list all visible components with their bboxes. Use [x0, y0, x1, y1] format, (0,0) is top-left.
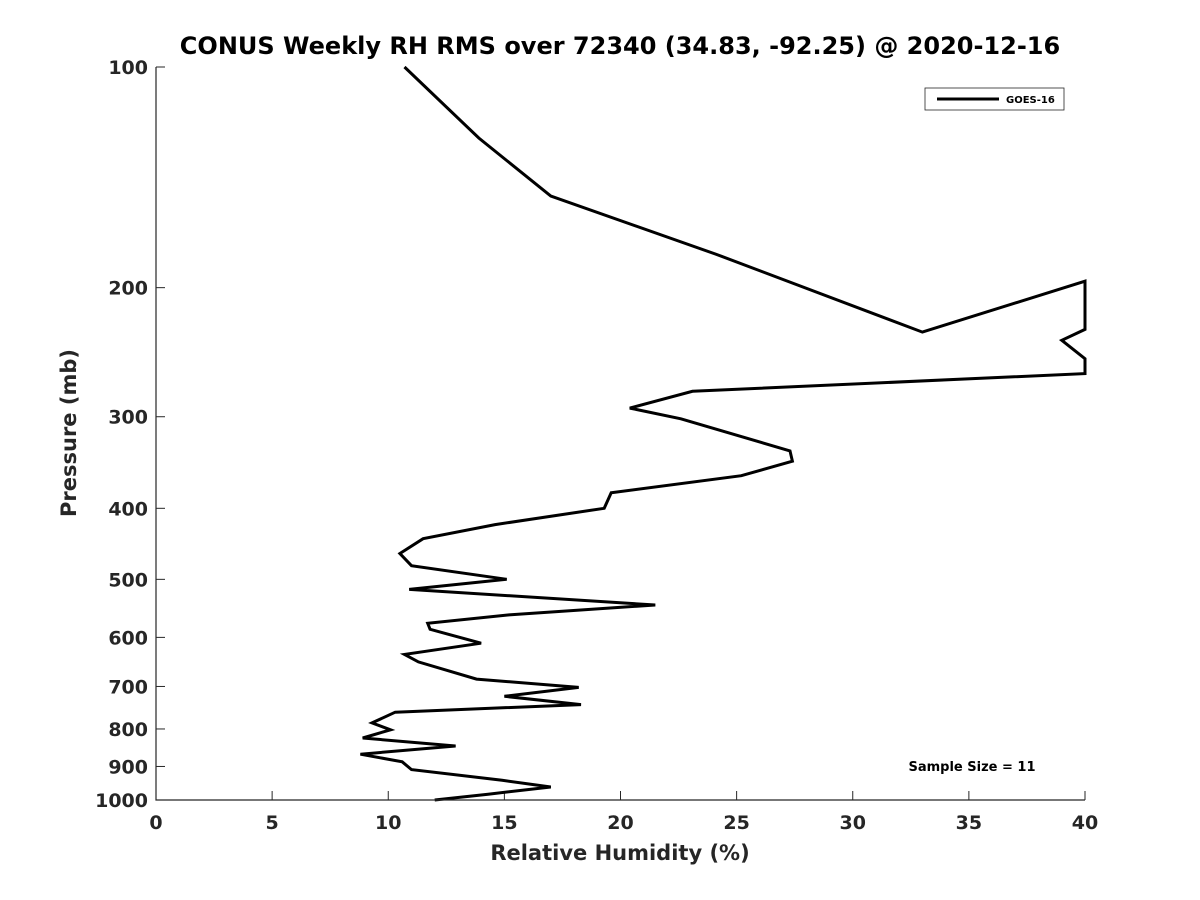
sample-size-annotation: Sample Size = 11	[908, 760, 1035, 775]
x-tick-label: 0	[149, 812, 162, 834]
y-tick-label: 800	[108, 719, 148, 741]
series-layer	[360, 65, 1087, 802]
x-tick-label: 20	[607, 812, 633, 834]
x-tick-label: 5	[266, 812, 279, 834]
legend-label-goes-16: GOES-16	[1006, 95, 1055, 106]
x-tick-label: 30	[840, 812, 866, 834]
series-line-goes-16	[360, 65, 1087, 802]
chart-title: CONUS Weekly RH RMS over 72340 (34.83, -…	[180, 32, 1060, 60]
x-axis-label: Relative Humidity (%)	[490, 841, 749, 865]
legend: GOES-16	[924, 87, 1065, 111]
y-axis-label: Pressure (mb)	[57, 349, 81, 517]
x-tick-label: 10	[375, 812, 401, 834]
x-tick-label: 15	[491, 812, 517, 834]
plot-frame	[155, 67, 1085, 801]
y-tick-label: 300	[108, 407, 148, 429]
y-tick-label: 900	[108, 756, 148, 778]
y-tick-label: 100	[108, 57, 148, 79]
y-tick-label: 200	[108, 278, 148, 300]
y-axis-ticks: 100 200 300 400 500 600 700 800 900 1000	[95, 57, 165, 812]
y-tick-label: 400	[108, 498, 148, 520]
y-tick-label: 500	[108, 569, 148, 591]
x-axis-ticks: 0 5 10 15 20 25 30 35 40	[149, 791, 1098, 834]
x-tick-label: 40	[1072, 812, 1098, 834]
x-tick-label: 35	[956, 812, 982, 834]
y-tick-label: 600	[108, 627, 148, 649]
y-tick-label: 1000	[95, 790, 148, 812]
y-tick-label: 700	[108, 676, 148, 698]
x-tick-label: 25	[723, 812, 749, 834]
